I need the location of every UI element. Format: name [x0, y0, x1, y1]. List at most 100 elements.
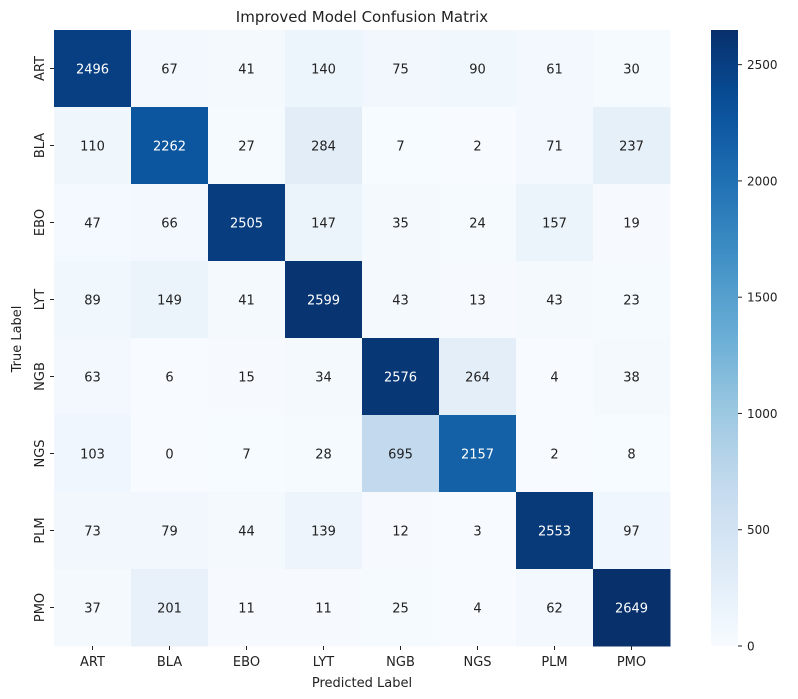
cell-value-label: 63 [84, 371, 101, 386]
heatmap-cell [208, 415, 286, 493]
heatmap-cell [285, 415, 363, 493]
cell-value-label: 23 [623, 294, 640, 309]
x-tick-label: PLM [541, 655, 567, 670]
cell-value-label: 201 [157, 602, 182, 617]
heatmap-cell [208, 261, 286, 339]
cell-value-label: 7 [242, 448, 250, 463]
cell-value-label: 2505 [230, 217, 263, 232]
y-tick-label: LYT [33, 289, 48, 310]
cell-value-label: 67 [161, 63, 178, 78]
heatmap-cell [593, 569, 671, 647]
heatmap-cell [362, 184, 440, 262]
y-tick-label: BLA [33, 133, 48, 158]
heatmap-cell [208, 107, 286, 185]
cell-value-label: 147 [311, 217, 336, 232]
heatmap-cell [516, 569, 594, 647]
y-tick-label: ART [33, 56, 48, 81]
cell-value-label: 2553 [538, 525, 571, 540]
heatmap-cell [208, 569, 286, 647]
heatmap-cell [54, 30, 132, 108]
cell-value-label: 11 [315, 602, 332, 617]
heatmap-cell [131, 107, 209, 185]
cell-value-label: 264 [465, 371, 490, 386]
heatmap-cell [439, 492, 517, 570]
heatmap-cell [516, 338, 594, 416]
heatmap-cell [593, 415, 671, 493]
cell-value-label: 34 [315, 371, 332, 386]
cell-value-label: 7 [396, 140, 404, 155]
heatmap-cell [285, 184, 363, 262]
y-axis-label: True Label [10, 306, 25, 374]
heatmap-cell [131, 261, 209, 339]
heatmap-cell [516, 492, 594, 570]
cell-value-label: 2649 [615, 602, 648, 617]
heatmap-cell [285, 338, 363, 416]
heatmap-cell [208, 338, 286, 416]
x-tick-label: BLA [157, 655, 182, 670]
heatmap-cells [54, 30, 671, 647]
cell-value-label: 62 [546, 602, 563, 617]
heatmap-cell [362, 30, 440, 108]
x-tick-label: NGB [386, 655, 415, 670]
cell-value-label: 43 [546, 294, 563, 309]
cell-value-label: 139 [311, 525, 336, 540]
heatmap-cell [362, 569, 440, 647]
heatmap-cell [439, 30, 517, 108]
heatmap-cell [285, 492, 363, 570]
heatmap-cell [208, 492, 286, 570]
heatmap-cell [593, 338, 671, 416]
cell-value-label: 28 [315, 448, 332, 463]
heatmap-cell [362, 261, 440, 339]
colorbar-ticks: 0 500 1000 1500 2000 2500 [738, 58, 778, 654]
cell-value-label: 47 [84, 217, 101, 232]
heatmap-cell [516, 415, 594, 493]
heatmap-cell [131, 184, 209, 262]
cell-value-label: 110 [80, 140, 105, 155]
heatmap-cell [593, 492, 671, 570]
heatmap-cell [131, 569, 209, 647]
x-tick-label: EBO [233, 655, 260, 670]
y-axis-ticks: ART BLA EBO LYT NGB NGS PLM PMO [33, 56, 54, 622]
cell-value-label: 35 [392, 217, 409, 232]
heatmap-cell [439, 338, 517, 416]
heatmap-cell [439, 569, 517, 647]
heatmap-cell [285, 107, 363, 185]
heatmap-cell [131, 338, 209, 416]
x-tick-label: NGS [463, 655, 491, 670]
cell-value-label: 97 [623, 525, 640, 540]
cell-value-label: 0 [165, 448, 173, 463]
heatmap-cell [54, 261, 132, 339]
heatmap-cell [439, 184, 517, 262]
colorbar-tick-label: 1000 [747, 407, 778, 421]
colorbar [711, 30, 738, 646]
cell-value-label: 25 [392, 602, 409, 617]
colorbar-tick-label: 2000 [747, 174, 778, 188]
colorbar-tick-label: 500 [747, 523, 770, 537]
cell-value-label: 24 [469, 217, 486, 232]
cell-value-label: 30 [623, 63, 640, 78]
x-tick-label: LYT [313, 655, 334, 670]
y-tick-label: PLM [33, 517, 48, 543]
cell-value-label: 237 [619, 140, 644, 155]
heatmap-cell [208, 184, 286, 262]
x-tick-label: PMO [617, 655, 646, 670]
cell-value-label: 4 [473, 602, 481, 617]
heatmap-cell [131, 492, 209, 570]
cell-value-label: 6 [165, 371, 173, 386]
cell-value-label: 2157 [461, 448, 494, 463]
y-tick-label: NGS [33, 439, 48, 467]
cell-value-label: 8 [627, 448, 635, 463]
cell-value-label: 75 [392, 63, 409, 78]
heatmap-cell [516, 107, 594, 185]
heatmap-cell [285, 569, 363, 647]
chart-title: Improved Model Confusion Matrix [236, 8, 489, 26]
cell-value-label: 149 [157, 294, 182, 309]
colorbar-tick-label: 0 [747, 640, 755, 654]
cell-value-label: 19 [623, 217, 640, 232]
cell-value-label: 157 [542, 217, 567, 232]
heatmap-cell [54, 492, 132, 570]
heatmap-cell [593, 261, 671, 339]
cell-value-label: 2 [550, 448, 558, 463]
heatmap-cell [208, 30, 286, 108]
cell-value-label: 695 [388, 448, 413, 463]
